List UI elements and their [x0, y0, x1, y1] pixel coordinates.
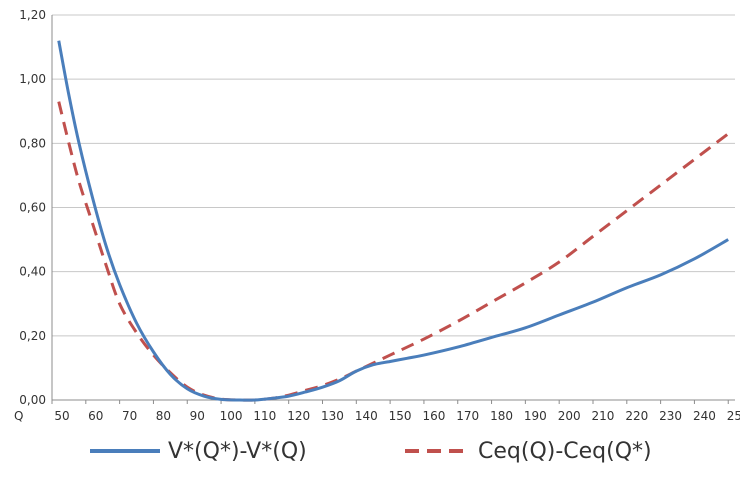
axis-layer: 0,00 0,20 0,40 0,60 0,80 1,00 1,20 Q 50 60 70 80 90 1… [14, 8, 740, 423]
x-tick-label: 190 [524, 409, 547, 423]
y-tick-label: 0,20 [19, 329, 46, 343]
x-tick-label: 130 [321, 409, 344, 423]
x-tick-label: 110 [253, 409, 276, 423]
x-tick-label: 160 [422, 409, 445, 423]
y-tick-label: 0,00 [19, 393, 46, 407]
x-tick-label: 180 [490, 409, 513, 423]
series-layer [57, 40, 730, 402]
y-tick-label: 0,80 [19, 136, 46, 150]
y-tick-label: 0,40 [19, 265, 46, 279]
x-tick-label: 170 [456, 409, 479, 423]
x-tick-label: 70 [122, 409, 137, 423]
x-tick-label: 140 [355, 409, 378, 423]
x-tick-label: 60 [88, 409, 103, 423]
legend-label: V*(Q*)-V*(Q) [168, 439, 307, 464]
series-line-v [57, 40, 729, 402]
x-tick-label: 50 [54, 409, 69, 423]
legend: V*(Q*)-V*(Q) Ceq(Q)-Ceq(Q*) [90, 439, 652, 464]
x-tick-label: 120 [287, 409, 310, 423]
x-tick-label: 90 [190, 409, 205, 423]
y-tick-label: 1,00 [19, 72, 46, 86]
grid-layer [52, 14, 735, 337]
x-tick-label: 220 [625, 409, 648, 423]
x-tick-label: 250 [727, 409, 740, 423]
x-tick-label: 210 [592, 409, 615, 423]
y-tick-label: 1,20 [19, 8, 46, 22]
y-tick-label: 0,60 [19, 201, 46, 215]
x-tick-label: 240 [693, 409, 716, 423]
x-tick-label: 200 [558, 409, 581, 423]
x-tick-label: 100 [220, 409, 243, 423]
x-axis-label: Q [14, 409, 23, 423]
legend-label: Ceq(Q)-Ceq(Q*) [478, 439, 652, 464]
x-tick-label: 80 [156, 409, 171, 423]
x-tick-label: 150 [389, 409, 412, 423]
series-line-ceq [57, 101, 730, 402]
x-tick-label: 230 [659, 409, 682, 423]
